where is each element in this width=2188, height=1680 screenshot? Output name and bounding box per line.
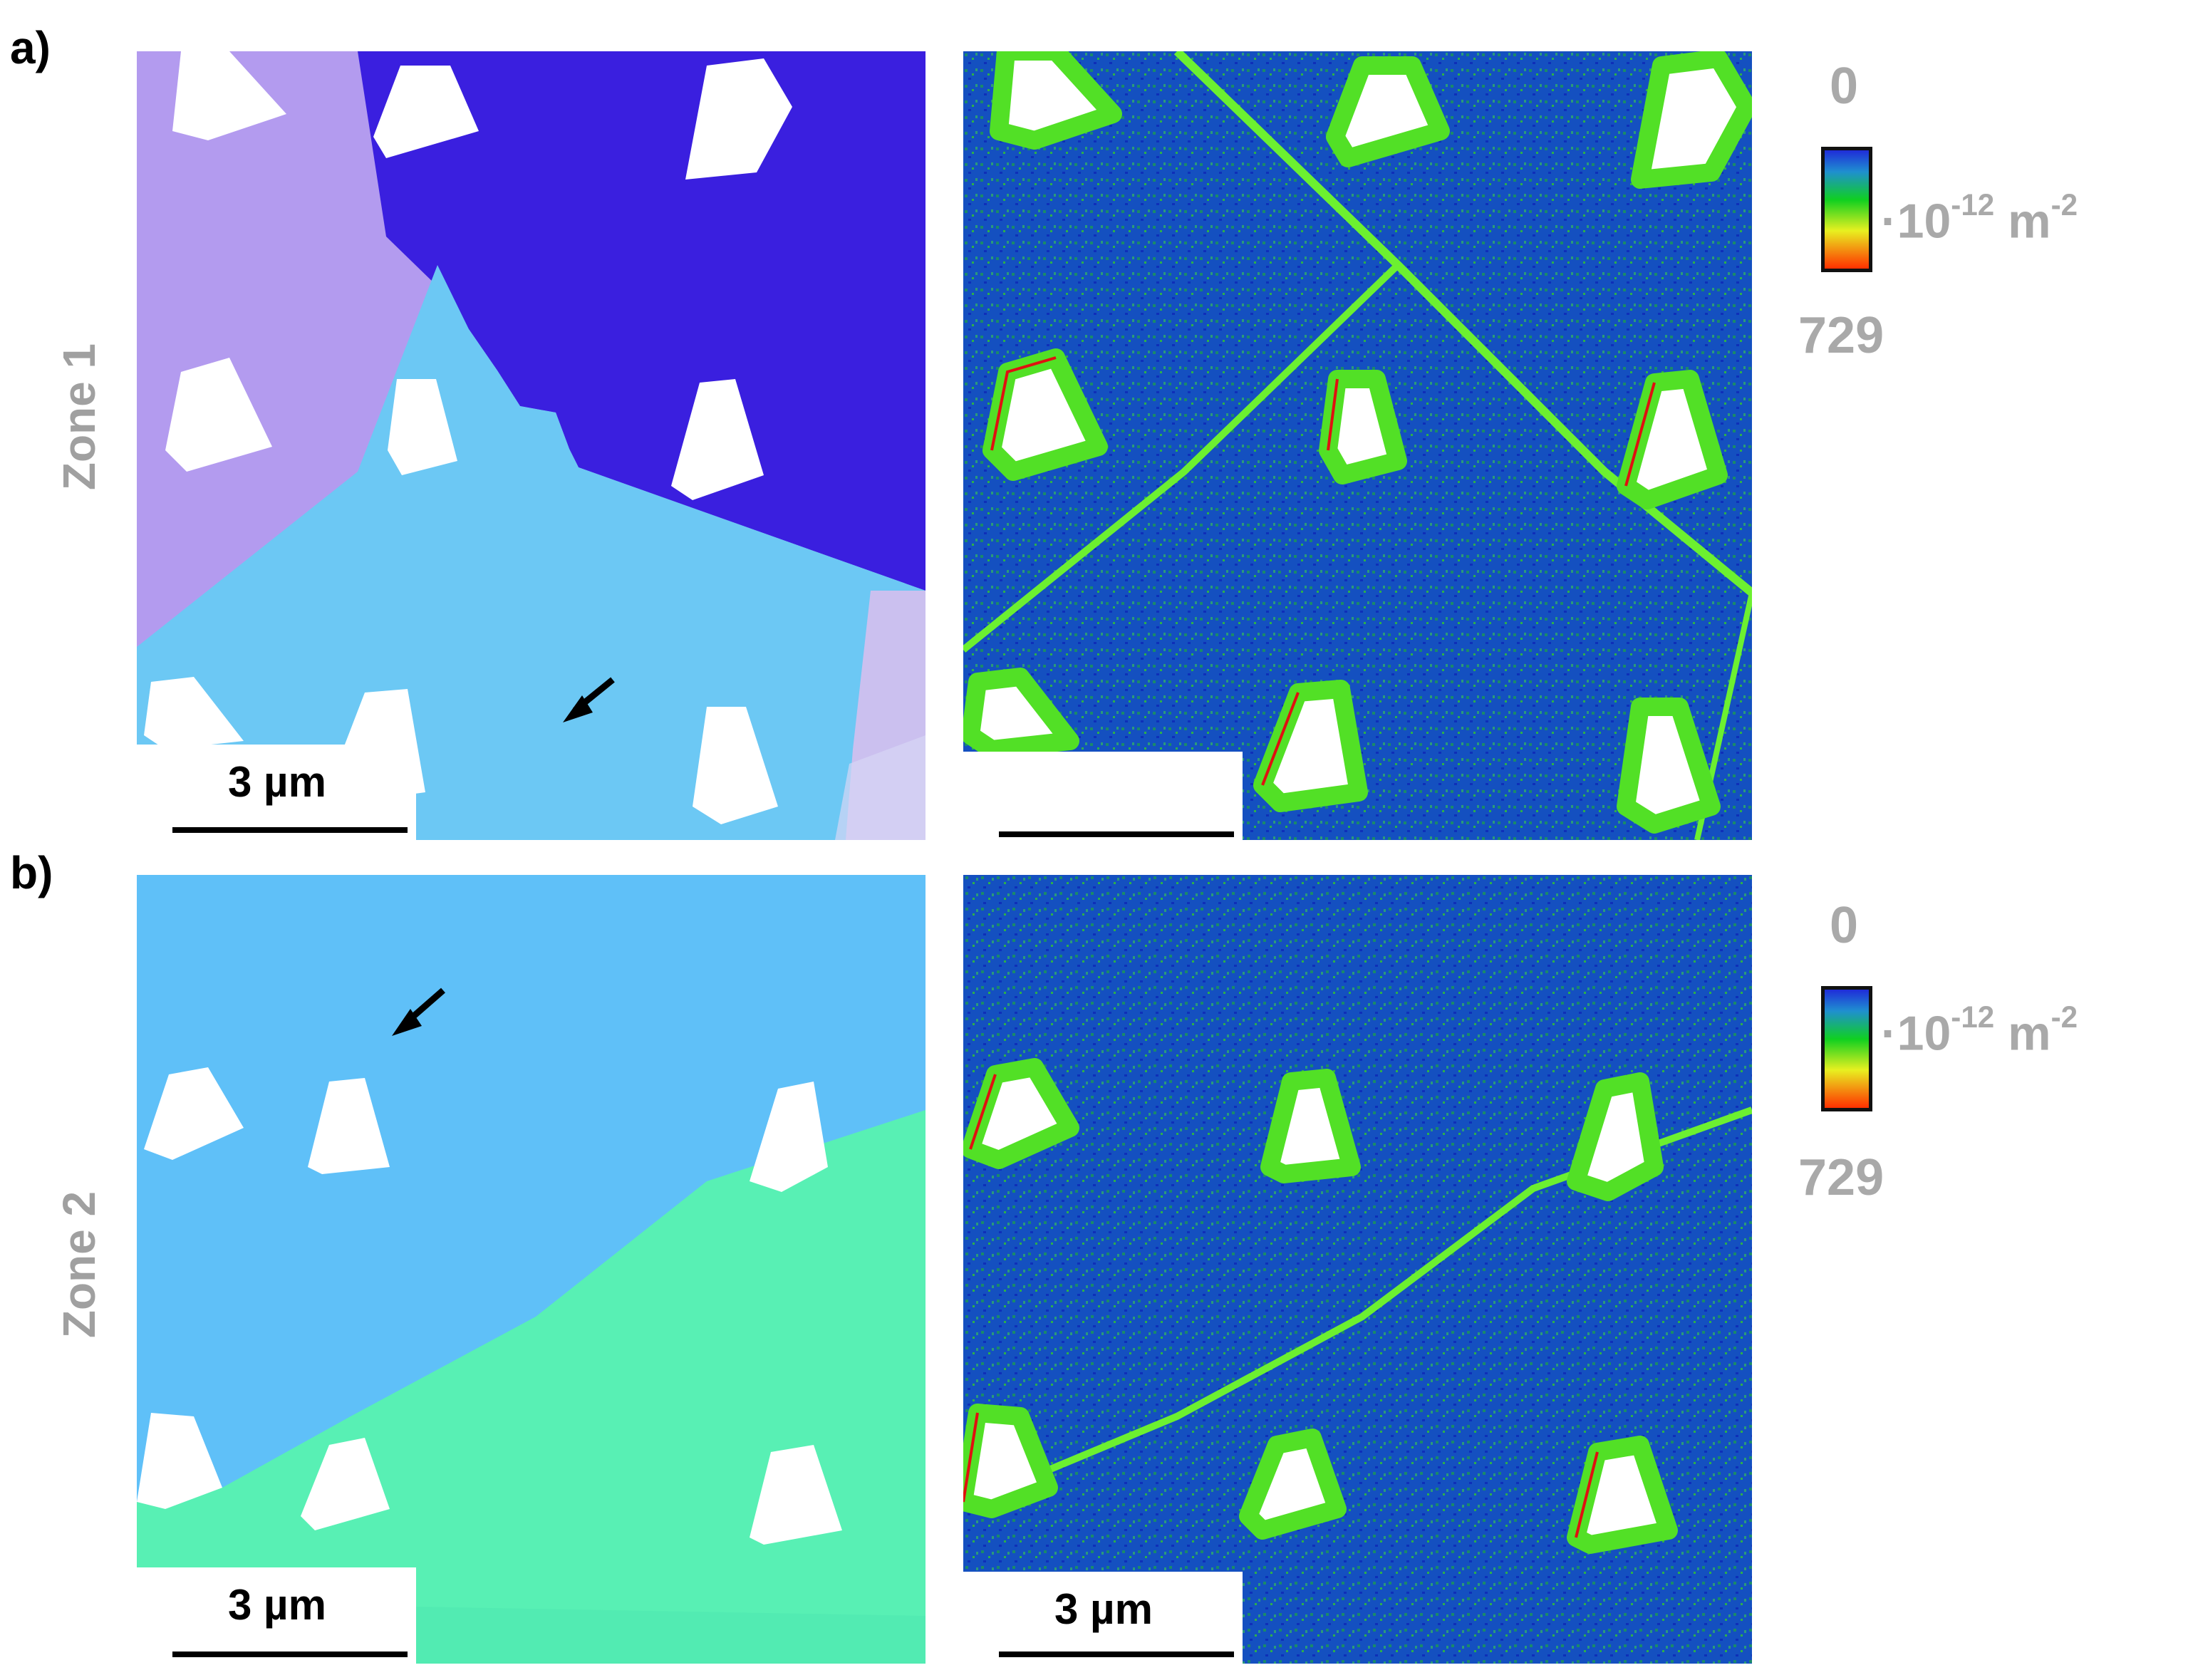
colorbar-a-max: 729 xyxy=(1798,307,1884,364)
scalebar-box-b-right: 3 µm xyxy=(963,1572,1243,1664)
gnd-map-zone-2 xyxy=(963,875,1752,1664)
scalebar-line-a-left xyxy=(172,827,408,833)
colorbar-a xyxy=(1821,147,1872,272)
colorbar-a-unit: ·10-12 m-2 xyxy=(1881,188,2078,249)
panel-label-a: a) xyxy=(10,22,51,73)
colorbar-a-min: 0 xyxy=(1830,58,1859,115)
scalebar-label-a-left: 3 µm xyxy=(228,758,326,806)
scalebar-line-b-right xyxy=(999,1652,1234,1657)
scalebar-label-b-right: 3 µm xyxy=(1054,1585,1153,1633)
orientation-map-zone-2 xyxy=(137,875,926,1664)
scalebar-box-a-left: 3 µm xyxy=(137,745,416,840)
zone-label-2: Zone 2 xyxy=(53,1191,105,1339)
orientation-map-zone-1 xyxy=(137,51,926,840)
scalebar-box-b-left: 3 µm xyxy=(137,1567,416,1664)
scalebar-line-a-right xyxy=(999,831,1234,837)
colorbar-b-min: 0 xyxy=(1830,897,1859,954)
colorbar-b-unit: ·10-12 m-2 xyxy=(1881,1000,2078,1061)
colorbar-b-max: 729 xyxy=(1798,1149,1884,1206)
zone-label-1: Zone 1 xyxy=(53,343,105,491)
scalebar-box-a-right xyxy=(963,752,1243,840)
colorbar-b xyxy=(1821,986,1872,1111)
gnd-map-zone-1 xyxy=(963,51,1752,840)
scalebar-line-b-left xyxy=(172,1652,408,1657)
scalebar-label-b-left: 3 µm xyxy=(228,1581,326,1629)
panel-label-b: b) xyxy=(10,847,53,898)
